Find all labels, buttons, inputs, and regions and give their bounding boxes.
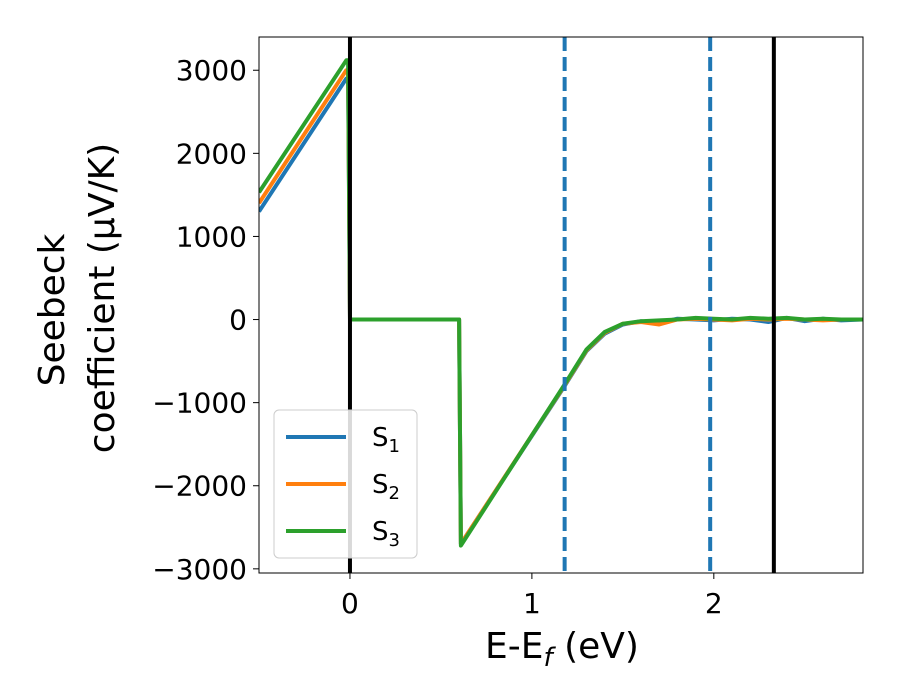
y-tick-label: 2000 [176, 137, 247, 170]
y-tick-label: −2000 [152, 470, 247, 503]
x-tick-label: 1 [523, 587, 541, 620]
y-axis-label-line1: Seebeck [32, 233, 73, 386]
x-tick-label: 0 [341, 587, 359, 620]
plot-area [259, 37, 863, 573]
y-tick-label: 1000 [176, 220, 247, 253]
x-axis: 0 1 2 [341, 573, 723, 620]
y-tick-label: −3000 [152, 553, 247, 586]
y-tick-label: 3000 [176, 54, 247, 87]
series-line-S3 [259, 58, 863, 548]
x-tick-label: 2 [705, 587, 723, 620]
y-axis: −3000 −2000 −1000 0 1000 2000 3000 [152, 54, 259, 586]
y-axis-label-line2: coefficient (μV/K) [82, 143, 123, 453]
x-axis-label: E-Ef (eV) [485, 626, 639, 673]
legend-entry: S2 [372, 470, 400, 504]
y-tick-label: −1000 [152, 387, 247, 420]
legend-entry: S1 [372, 423, 400, 457]
legend: S1 S2 S3 [273, 409, 418, 559]
legend-entry: S3 [372, 517, 400, 551]
plot-frame [258, 36, 864, 574]
y-tick-label: 0 [229, 304, 247, 337]
